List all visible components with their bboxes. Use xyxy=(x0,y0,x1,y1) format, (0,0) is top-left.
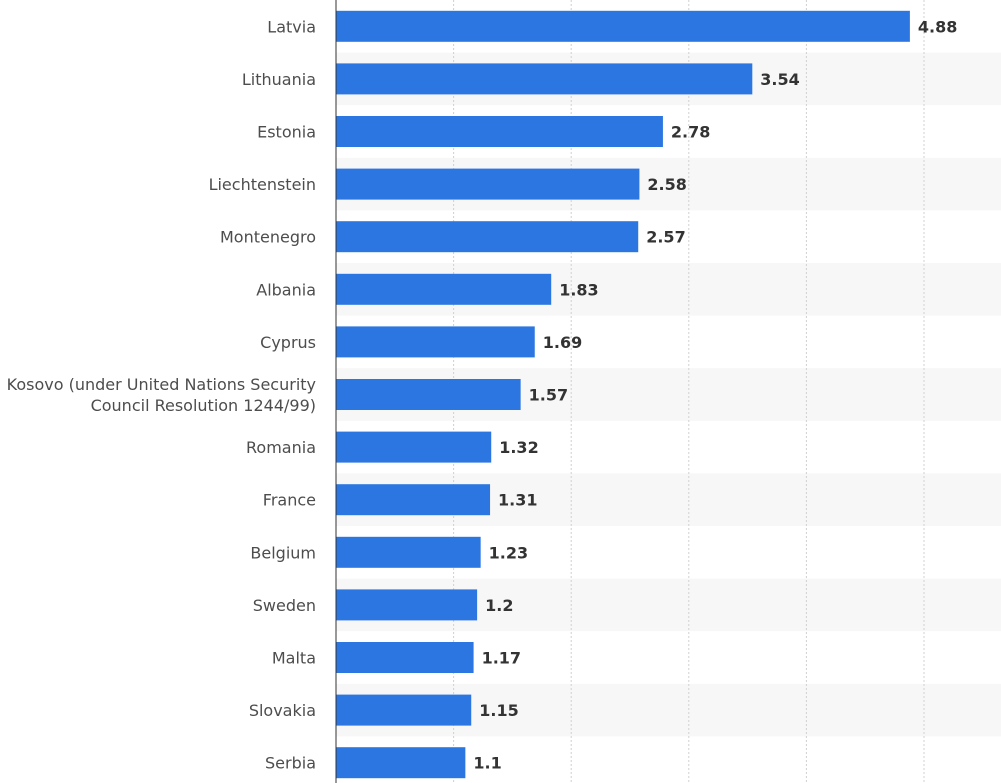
category-label: Sweden xyxy=(253,596,316,615)
category-label-line: Council Resolution 1244/99) xyxy=(91,396,316,415)
bar[interactable] xyxy=(336,273,552,305)
value-label: 4.88 xyxy=(918,17,957,36)
bar[interactable] xyxy=(336,747,466,779)
bars xyxy=(336,10,910,779)
value-label: 2.58 xyxy=(647,175,686,194)
bar[interactable] xyxy=(336,168,640,200)
value-label: 2.57 xyxy=(646,228,685,247)
category-label-line: Cyprus xyxy=(260,333,316,352)
category-label: Romania xyxy=(246,438,316,457)
category-label: Cyprus xyxy=(260,333,316,352)
bar[interactable] xyxy=(336,642,474,673)
category-label-line: Liechtenstein xyxy=(209,175,316,194)
category-label: Latvia xyxy=(267,17,316,36)
category-label-line: Lithuania xyxy=(242,70,316,89)
bar[interactable] xyxy=(336,10,910,42)
category-label-line: France xyxy=(263,491,316,510)
value-label: 1.83 xyxy=(559,280,598,299)
category-label: Lithuania xyxy=(242,70,316,89)
category-labels: Latvia Lithuania Estonia Liechtenstein Monte… xyxy=(7,17,316,772)
bar[interactable] xyxy=(336,694,472,726)
category-label: Estonia xyxy=(257,123,316,142)
bar[interactable] xyxy=(336,589,478,621)
value-label: 1.23 xyxy=(489,543,528,562)
value-label: 1.2 xyxy=(485,596,513,615)
bar[interactable] xyxy=(336,379,521,410)
category-label: Albania xyxy=(256,280,316,299)
category-label-line: Belgium xyxy=(250,543,316,562)
value-label: 1.17 xyxy=(482,649,521,668)
category-label: Liechtenstein xyxy=(209,175,316,194)
bar[interactable] xyxy=(336,116,663,147)
bar[interactable] xyxy=(336,536,481,568)
value-label: 2.78 xyxy=(671,123,710,142)
category-label-line: Romania xyxy=(246,438,316,457)
category-label: Kosovo (under United Nations Security Cou… xyxy=(7,375,316,415)
category-label: Montenegro xyxy=(220,228,316,247)
value-label: 1.31 xyxy=(498,491,537,510)
category-label: Belgium xyxy=(250,543,316,562)
value-label: 1.15 xyxy=(479,701,518,720)
category-label-line: Latvia xyxy=(267,17,316,36)
value-label: 1.1 xyxy=(473,754,501,773)
bar[interactable] xyxy=(336,484,491,516)
category-label-line: Montenegro xyxy=(220,228,316,247)
value-label: 1.57 xyxy=(529,386,568,405)
category-label-line: Sweden xyxy=(253,596,316,615)
category-label-line: Serbia xyxy=(265,754,316,773)
category-label-line: Albania xyxy=(256,280,316,299)
category-label-line: Malta xyxy=(272,649,316,668)
category-label-line: Kosovo (under United Nations Security xyxy=(7,375,316,394)
bar[interactable] xyxy=(336,431,492,463)
value-label: 1.69 xyxy=(543,333,582,352)
category-label: Malta xyxy=(272,649,316,668)
category-label-line: Slovakia xyxy=(249,701,316,720)
category-label: France xyxy=(263,491,316,510)
value-label: 1.32 xyxy=(499,438,538,457)
category-label-line: Estonia xyxy=(257,123,316,142)
value-label: 3.54 xyxy=(760,70,799,89)
bar[interactable] xyxy=(336,221,639,253)
category-label: Serbia xyxy=(265,754,316,773)
bar[interactable] xyxy=(336,63,753,95)
value-labels: 4.88 3.54 2.78 2.58 2.57 1.83 1.69 1.57 1.32 1.31… xyxy=(473,17,957,772)
category-label: Slovakia xyxy=(249,701,316,720)
bar[interactable] xyxy=(336,326,535,358)
